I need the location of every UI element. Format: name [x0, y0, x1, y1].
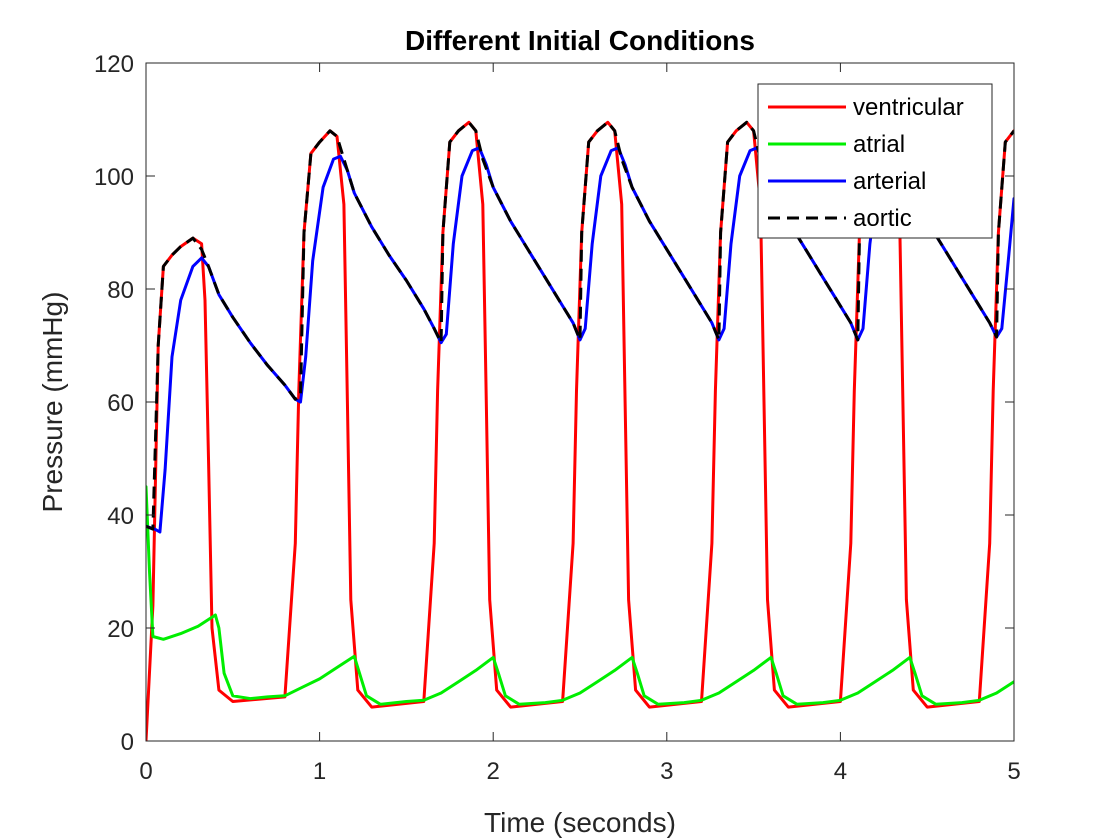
chart-title: Different Initial Conditions [405, 25, 755, 56]
legend: ventricular atrial arterial aortic [757, 83, 993, 239]
y-tick-label: 80 [107, 277, 134, 304]
x-tick-label: 5 [1007, 758, 1020, 785]
x-axis-label: Time (seconds) [484, 807, 676, 838]
legend-label-arterial: arterial [853, 168, 926, 195]
y-tick-label: 20 [107, 616, 134, 643]
tick-layer: 0 1 2 3 4 5 0 20 40 60 80 100 120 [94, 51, 1021, 785]
x-tick-label: 3 [660, 758, 673, 785]
x-tick-label: 2 [487, 758, 500, 785]
x-tick-label: 0 [139, 758, 152, 785]
x-tick-label: 1 [313, 758, 326, 785]
y-tick-label: 100 [94, 164, 134, 191]
y-tick-label: 120 [94, 51, 134, 78]
y-tick-label: 60 [107, 390, 134, 417]
legend-label-atrial: atrial [853, 131, 905, 158]
legend-box [757, 83, 993, 239]
legend-label-ventricular: ventricular [853, 94, 964, 121]
legend-label-aortic: aortic [853, 205, 912, 232]
series-line-atrial [146, 485, 1014, 706]
x-tick-label: 4 [834, 758, 847, 785]
y-tick-label: 0 [121, 729, 134, 756]
y-axis-label: Pressure (mmHg) [37, 292, 68, 513]
y-tick-label: 40 [107, 503, 134, 530]
